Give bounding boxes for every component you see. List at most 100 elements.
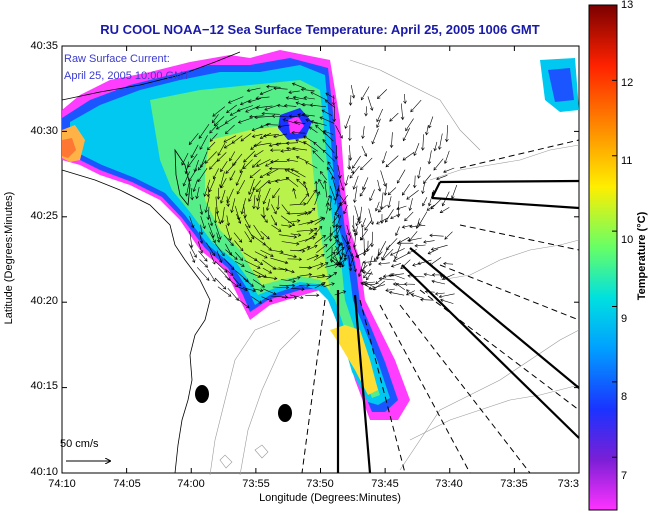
current-vector-arrow [433,141,438,152]
current-vector-arrow [362,260,378,265]
current-vector-arrow [326,202,330,214]
x-tick-label: 73:50 [306,478,334,490]
current-vector-arrow [289,202,307,206]
sst-yellow-south [330,325,378,395]
current-vector-arrow [310,120,327,126]
current-vector-arrow [334,204,341,216]
current-vector-arrow [366,271,373,281]
current-vector-arrow [197,168,208,183]
current-vector-arrow [212,106,226,117]
current-vector-arrow [226,104,237,114]
current-vector-arrow [337,235,341,247]
colorbar-tick-label: 10 [621,234,634,246]
current-vector-arrow [335,125,343,139]
current-vector-arrow [253,258,264,266]
current-vector-arrow [436,175,448,181]
colorbar-label: Temperature (°C) [636,211,648,301]
current-vector-arrow [430,198,443,210]
current-vector-arrow [408,198,413,211]
current-vector-arrow [430,244,448,251]
current-vector-arrow [214,277,227,290]
current-vector-arrow [345,244,353,257]
current-vector-arrow [230,198,236,214]
current-vector-arrow [261,296,273,302]
y-tick-label: 40:10 [30,466,58,478]
current-vector-arrow [206,242,216,257]
current-vector-arrow [339,195,347,205]
shipping-lanes [301,139,580,474]
current-vector-arrow [387,187,397,196]
current-vector-arrow [223,135,237,143]
current-vector-arrow [403,93,407,104]
current-vector-arrow [318,178,325,189]
current-vector-arrow [361,217,366,228]
figure-title: RU COOL NOAA−12 Sea Surface Temperature:… [100,22,540,37]
current-vector-arrow [307,216,324,225]
current-vector-arrow [216,187,221,200]
colorbar-tick-label: 8 [621,391,628,403]
x-tick-label: 73:40 [435,478,463,490]
current-vector-arrow [227,96,244,104]
current-vector-arrow [441,273,455,280]
current-vector-arrow [306,254,319,261]
current-vector-arrow [314,235,326,244]
current-vector-arrow [207,268,216,282]
current-vector-arrow [305,293,320,297]
current-vector-arrow [440,298,454,304]
current-vector-arrow [229,151,236,162]
current-vector-arrow [364,106,368,117]
current-vector-arrow [216,212,222,225]
current-vector-arrow [352,175,359,190]
current-vector-arrow [267,179,280,184]
current-vector-arrow [225,243,232,256]
current-vector-arrow [354,205,361,222]
coastline-nj [61,169,211,474]
current-vector-arrow [271,204,277,215]
current-vector-arrow [418,211,428,226]
current-vector-arrow [206,141,216,151]
current-vector-arrow [420,297,434,302]
current-vector-arrow [422,197,428,207]
current-vector-arrow [331,225,341,234]
current-vector-arrow [300,87,315,92]
current-vector-arrow [199,224,204,236]
current-vector-arrow [288,114,300,119]
current-vector-arrow [217,286,232,297]
current-vector-arrow [251,133,263,138]
current-vector-arrow [235,297,250,309]
current-vector-arrow [348,255,353,272]
current-vector-arrow [273,133,288,139]
y-tick-label: 40:30 [30,125,58,137]
current-vector-arrow [355,216,360,227]
current-vector-arrow [223,258,235,271]
current-vector-arrow [314,217,326,225]
current-vector-arrow [334,145,339,160]
current-vector-arrow [334,224,342,240]
current-vector-arrow [331,176,337,190]
current-vector-arrow [426,204,435,211]
current-vector-arrow [332,215,336,229]
current-vector-arrow [396,241,414,245]
current-vector-arrow [225,249,238,260]
current-vector-arrow [315,124,327,136]
current-vector-arrow [285,96,299,101]
current-vector-arrow [376,89,388,100]
current-vector-arrow [262,187,271,205]
current-vector-arrow [299,193,309,205]
current-vector-arrow [306,189,317,205]
current-vector-arrow [184,161,189,175]
current-vector-arrow [268,142,282,147]
current-vector-arrow [381,248,394,261]
current-vector-arrow [296,228,314,233]
current-vector-arrow [344,114,351,129]
current-vector-arrow [244,231,252,243]
current-vector-arrow [260,214,268,223]
current-vector-arrow [371,128,379,145]
current-vector-arrow [441,191,450,207]
current-vector-arrow [444,231,453,240]
current-vector-arrow [367,96,374,111]
current-vector-arrow [379,192,384,210]
scale-label: 50 cm/s [60,438,99,450]
current-vector-arrow [388,273,404,278]
current-vector-arrow [272,285,290,290]
